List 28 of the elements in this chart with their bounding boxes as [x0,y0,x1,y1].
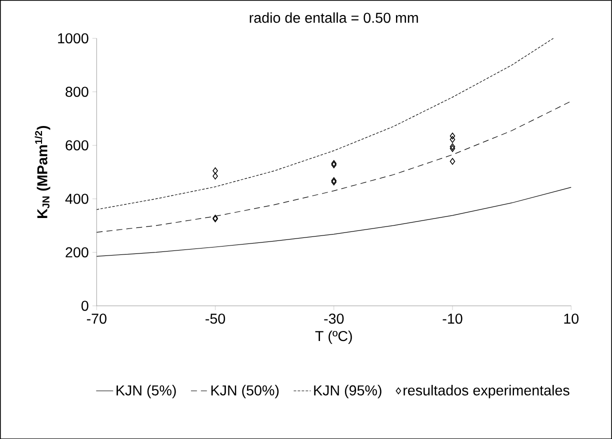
x-tick-label: -10 [442,313,462,324]
text: K$_{JN}$ (MPam$^{1/2}$) [34,126,50,218]
y-tick-label: 400 [65,194,88,204]
x-tick-label: 10 [564,313,579,324]
line-series [96,186,572,257]
x-axis-title: T (ºC) [315,330,352,344]
x-tick-label: -70 [86,313,106,324]
line-series [96,100,572,232]
x-tick-label: -50 [206,313,226,324]
point [212,172,218,180]
legend-label: KJN (95%) [314,384,382,398]
point [450,145,456,152]
legend-label: resultados experimentales [404,384,570,398]
y-tick-label: 0 [81,300,88,311]
chart-title: radio de entalla = 0.50 mm [250,12,418,23]
y-tick-label: 200 [66,247,88,258]
point [450,158,456,165]
y-tick-label: 1000 [58,33,88,44]
x-tick-label: -30 [324,313,344,324]
point [450,143,456,150]
point [212,167,218,174]
line-series [96,38,554,210]
legend-label: KJN (5%) [116,384,176,398]
y-tick-label: 600 [66,140,88,150]
point [450,136,456,143]
y-tick-label: 800 [66,86,88,97]
point [450,132,456,140]
legend-label: KJN (50%) [211,384,279,398]
